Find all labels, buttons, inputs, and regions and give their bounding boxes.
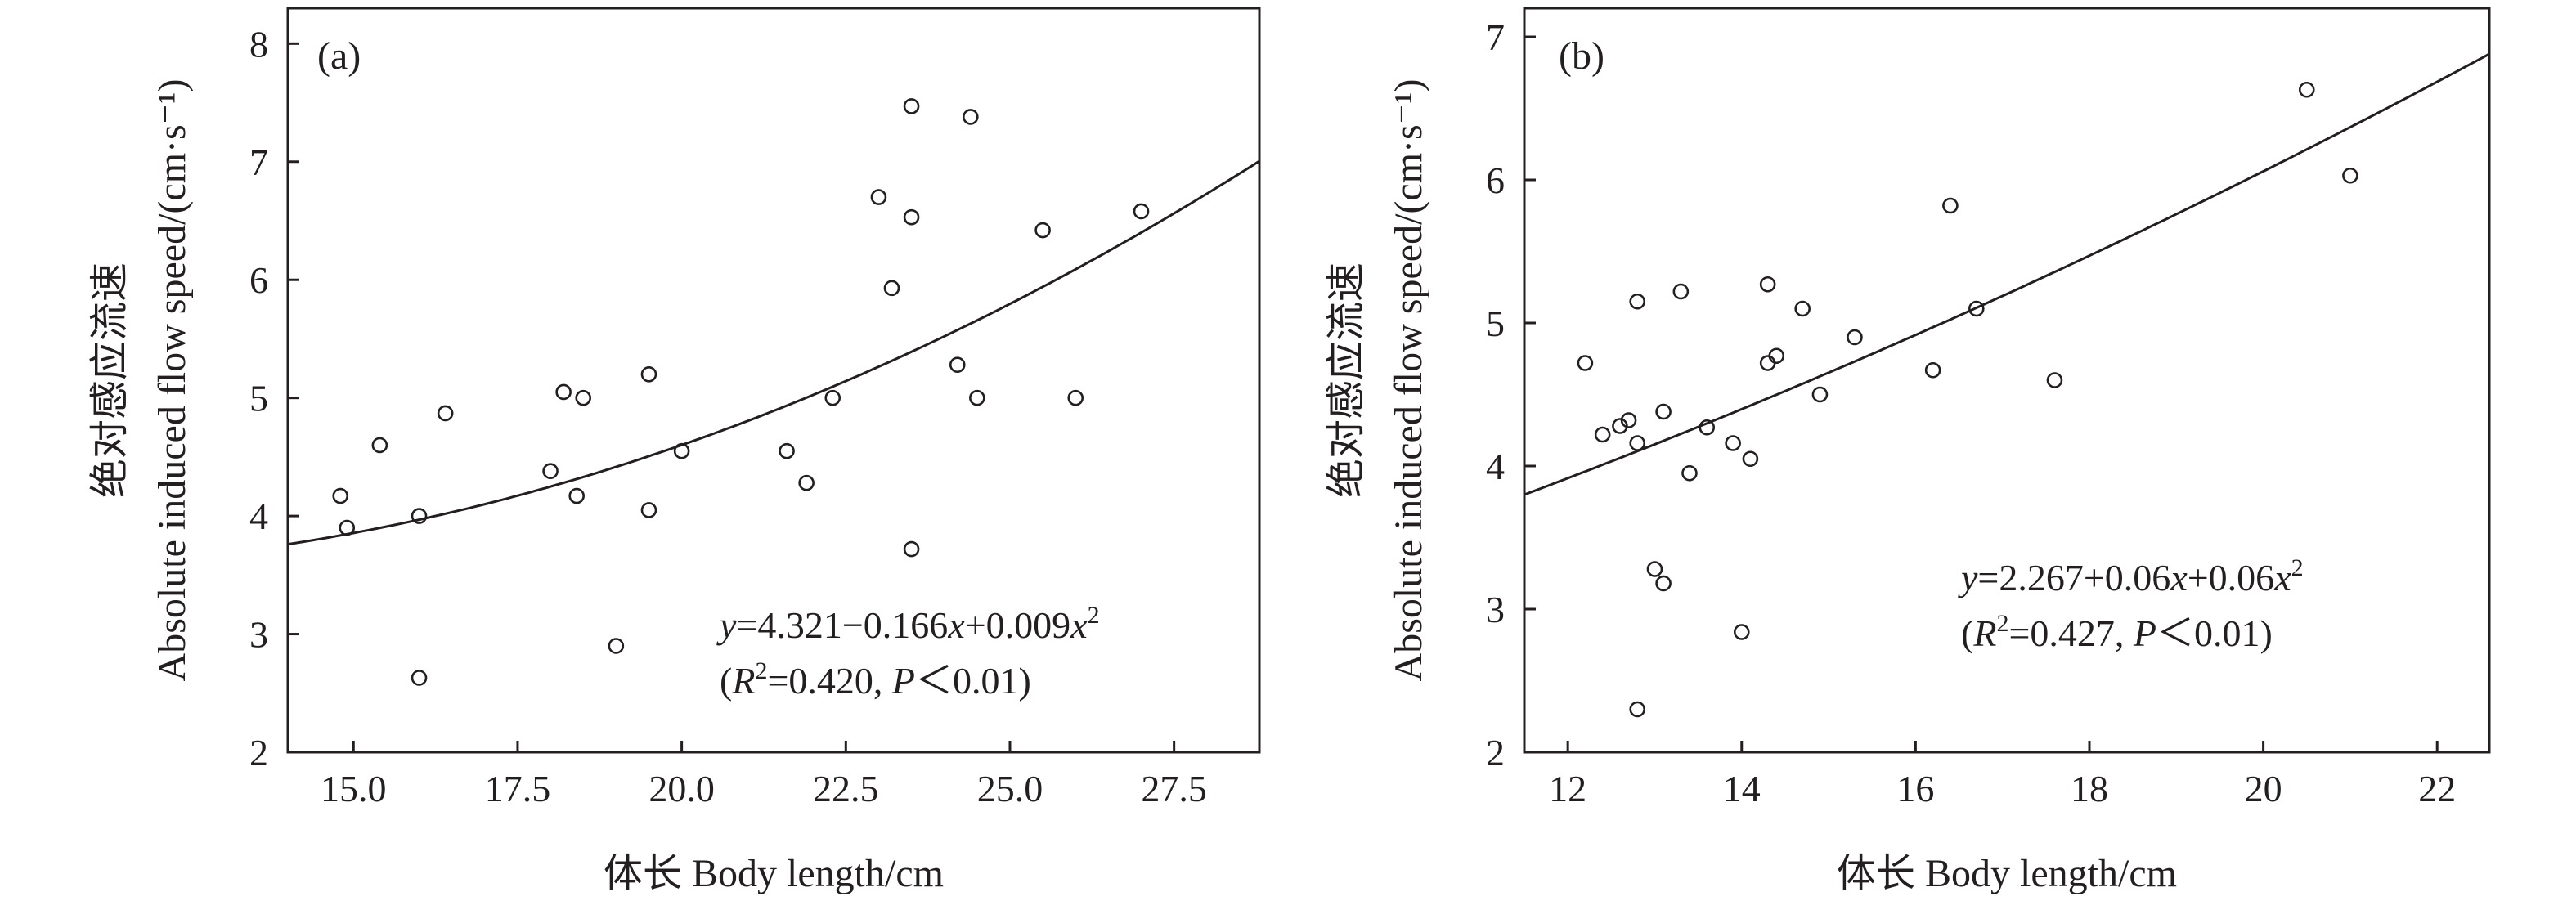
data-point — [1768, 347, 1785, 365]
data-point — [568, 487, 585, 504]
data-point — [1034, 222, 1051, 239]
y-axis-label-en-a: Absolute induced flow speed/(cm·s⁻¹) — [150, 79, 194, 682]
y-tick-label: 5 — [249, 378, 268, 419]
x-axis-label-b: 体长 Body length/cm — [1837, 852, 2177, 895]
x-tick-label: 22.5 — [813, 768, 879, 809]
y-axis-label-cn-b: 绝对感应流速 — [1325, 262, 1368, 498]
data-point — [824, 389, 841, 406]
data-point — [903, 540, 920, 558]
x-tick-label: 25.0 — [977, 768, 1043, 809]
data-point — [2342, 167, 2358, 184]
y-tick-label: 7 — [1486, 16, 1505, 58]
x-tick-label: 12 — [1549, 768, 1586, 809]
data-point — [332, 487, 349, 504]
x-tick-label: 17.5 — [485, 768, 551, 809]
panel-label-a: (a) — [317, 34, 361, 78]
x-tick-label: 27.5 — [1141, 768, 1207, 809]
fit-stats-a: (R2=0.420, P＜0.01) — [720, 657, 1031, 702]
data-point — [1811, 386, 1829, 403]
plot-frame-b — [1523, 7, 2491, 754]
data-point — [903, 208, 920, 226]
data-point — [883, 280, 900, 297]
data-point — [1968, 300, 1985, 317]
data-point — [1725, 435, 1741, 451]
data-point — [542, 463, 559, 480]
data-point — [1646, 561, 1663, 577]
y-tick-label: 3 — [249, 614, 268, 656]
data-point — [1942, 197, 1959, 214]
data-point — [1672, 283, 1690, 300]
data-point — [371, 437, 388, 454]
data-point — [798, 474, 815, 491]
y-tick-label: 5 — [1486, 303, 1505, 344]
data-point — [411, 508, 428, 524]
points-b — [1577, 81, 2358, 718]
data-point — [1655, 403, 1672, 420]
fit-curve-b — [1524, 52, 2490, 496]
fit-stats-b: (R2=0.427, P＜0.01) — [1961, 610, 2273, 654]
data-point — [1733, 624, 1750, 640]
data-point — [1847, 329, 1863, 346]
data-point — [640, 365, 657, 383]
data-point — [969, 389, 985, 406]
data-point — [1577, 355, 1594, 371]
data-point — [575, 389, 592, 406]
fit-curve-a — [287, 159, 1260, 546]
y-axis-label-en-b: Absolute induced flow speed/(cm·s⁻¹) — [1387, 79, 1430, 682]
y-tick-label: 4 — [249, 495, 268, 537]
x-tick-label: 22 — [2418, 768, 2456, 809]
data-point — [640, 502, 657, 518]
data-point — [555, 383, 572, 401]
data-point — [1681, 464, 1698, 482]
y-tick-label: 6 — [1486, 159, 1505, 201]
data-point — [2298, 81, 2315, 98]
y-tick-label: 4 — [1486, 446, 1505, 487]
data-point — [1067, 389, 1084, 406]
data-point — [963, 109, 979, 125]
x-tick-label: 20.0 — [648, 768, 715, 809]
data-point — [779, 442, 795, 459]
x-axis-label-a: 体长 Body length/cm — [604, 852, 944, 895]
y-tick-label: 6 — [249, 259, 268, 301]
panel-a: 15.0 17.5 20.0 22.5 25.0 27.5 2 3 4 5 6 7 8 (a) y=4.… — [88, 7, 1261, 895]
x-tick-label: 15.0 — [321, 768, 387, 809]
data-point — [903, 98, 920, 114]
data-point — [608, 638, 625, 654]
fit-equation-b: y=2.267+0.06x+0.06x2 — [1958, 554, 2304, 598]
data-point — [1794, 300, 1811, 317]
data-point — [1133, 203, 1150, 220]
y-tick-label: 3 — [1486, 589, 1505, 630]
data-point — [1759, 276, 1776, 293]
data-point — [870, 189, 887, 205]
y-tick-label: 8 — [249, 23, 268, 65]
ticks-a: 15.0 17.5 20.0 22.5 25.0 27.5 2 3 4 5 6 7 8 — [249, 23, 1207, 809]
data-point — [1924, 361, 1941, 379]
x-tick-label: 16 — [1896, 768, 1934, 809]
panel-label-b: (b) — [1559, 34, 1604, 78]
plot-frame-a — [286, 7, 1261, 754]
data-point — [1629, 701, 1645, 718]
data-point — [1629, 293, 1645, 310]
x-tick-label: 14 — [1723, 768, 1761, 809]
y-tick-label: 2 — [249, 732, 268, 773]
data-point — [949, 356, 966, 374]
x-tick-label: 18 — [2071, 768, 2108, 809]
x-tick-label: 20 — [2245, 768, 2282, 809]
data-point — [1742, 450, 1759, 468]
data-point — [1655, 575, 1672, 592]
data-point — [2046, 372, 2063, 388]
data-point — [1759, 355, 1776, 371]
y-tick-label: 2 — [1486, 732, 1505, 773]
y-tick-label: 7 — [249, 141, 268, 183]
data-point — [411, 670, 428, 686]
points-a — [332, 98, 1150, 686]
data-point — [437, 405, 454, 422]
fit-equation-a: y=4.321−0.166x+0.009x2 — [716, 602, 1100, 646]
data-point — [1620, 412, 1637, 428]
y-axis-label-cn-a: 绝对感应流速 — [88, 262, 132, 498]
data-point — [1594, 426, 1611, 443]
